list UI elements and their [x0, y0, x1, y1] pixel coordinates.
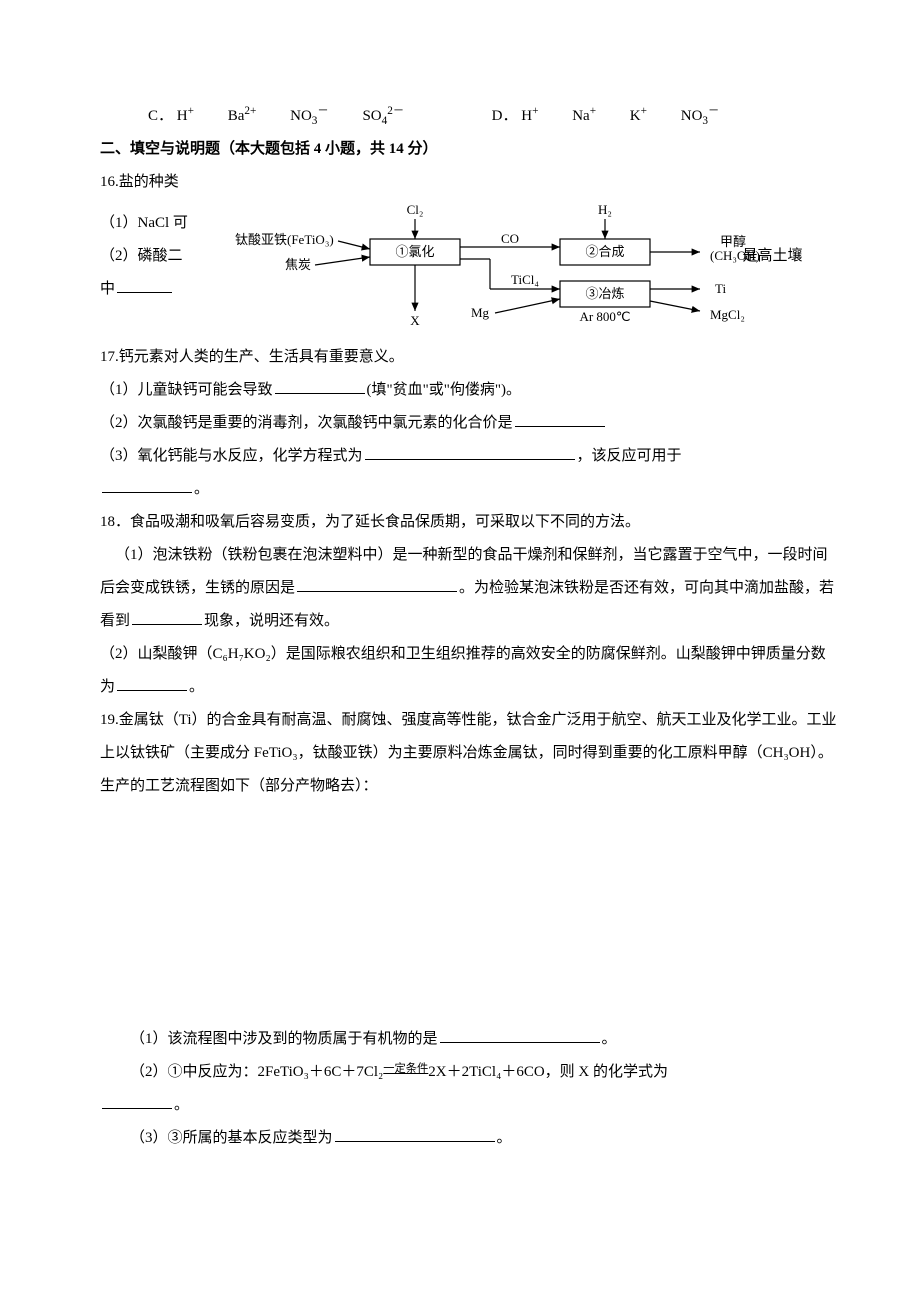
q19-p1: （1）该流程图中涉及到的物质属于有机物的是。: [100, 1023, 840, 1056]
q15-optD-ion2: Na+: [572, 108, 596, 124]
q16-blank[interactable]: [117, 277, 172, 293]
section-2-heading: 二、填空与说明题（本大题包括 4 小题，共 14 分）: [100, 133, 840, 166]
q19-p2: （2）①中反应为：2FeTiO₃＋6C＋7Cl₂一定条件2X＋2TiCl₄＋6C…: [100, 1056, 840, 1089]
q15-optC-ion2: Ba2+: [228, 108, 257, 124]
q16-block: （1）NaCl 可 （2）磷酸二是高土壤 中 ①氯化 ②合成 ③冶炼 Cl₂ H…: [100, 207, 840, 337]
q15-optD-ion4: NO3－: [681, 108, 720, 124]
q19-blank3[interactable]: [335, 1126, 495, 1142]
q17-blank1[interactable]: [275, 378, 365, 394]
q15-optD-ion3: K+: [630, 108, 647, 124]
q19-blank2[interactable]: [102, 1093, 172, 1109]
q17-p3b: 。: [100, 473, 840, 506]
q19-diagram-placeholder: [100, 803, 840, 1023]
q17-blank3[interactable]: [365, 444, 575, 460]
q16-line1: （1）NaCl 可: [100, 207, 840, 240]
q18-blank1[interactable]: [297, 576, 457, 592]
dia-mg: Mg: [471, 305, 490, 320]
q19-stem: 19.金属钛（Ti）的合金具有耐高温、耐腐蚀、强度高等性能，钛合金广泛用于航空、…: [100, 704, 840, 803]
dia-ar: Ar 800℃: [579, 309, 630, 324]
q19-condition: 一定条件: [383, 1063, 428, 1075]
q17-stem: 17.钙元素对人类的生产、生活具有重要意义。: [100, 341, 840, 374]
q19-p2b: 。: [100, 1089, 840, 1122]
q15-optC-label: C．: [148, 108, 173, 124]
q15-optC-ion3: NO3－: [290, 108, 329, 124]
q19-p3: （3）③所属的基本反应类型为。: [100, 1122, 840, 1155]
q17-p3: （3）氧化钙能与水反应，化学方程式为，该反应可用于: [100, 440, 840, 473]
q15-optD-ion1: H+: [521, 108, 538, 124]
q18-stem: 18．食品吸潮和吸氧后容易变质，为了延长食品保质期，可采取以下不同的方法。: [100, 506, 840, 539]
q16-line3: 中: [100, 273, 840, 306]
q18-blank2[interactable]: [132, 609, 202, 625]
q17-blank4[interactable]: [102, 477, 192, 493]
q17-p2: （2）次氯酸钙是重要的消毒剂，次氯酸钙中氯元素的化合价是: [100, 407, 840, 440]
q18-p2: （2）山梨酸钾（C₆H₇KO₂）是国际粮农组织和卫生组织推荐的高效安全的防腐保鲜…: [100, 638, 840, 704]
q15-optC-ion1: H+: [177, 108, 194, 124]
q16-stem: 16.盐的种类: [100, 166, 840, 199]
q16-line2: （2）磷酸二是高土壤: [100, 240, 840, 273]
q15-optD-label: D．: [492, 108, 518, 124]
dia-mgcl2: MgCl₂: [710, 307, 745, 322]
q17-blank2[interactable]: [515, 411, 605, 427]
q18-blank3[interactable]: [117, 675, 187, 691]
q17-p1: （1）儿童缺钙可能会导致(填"贫血"或"佝偻病")。: [100, 374, 840, 407]
q18-p1: （1）泡沫铁粉（铁粉包裹在泡沫塑料中）是一种新型的食品干燥剂和保鲜剂，当它露置于…: [100, 539, 840, 638]
q19-blank1[interactable]: [440, 1027, 600, 1043]
dia-x: X: [410, 313, 420, 328]
q15-options-row: C． H+ Ba2+ NO3－ SO42－ D． H+ Na+ K+ NO3－: [100, 100, 840, 133]
q15-optC-ion4: SO42－: [362, 108, 404, 124]
